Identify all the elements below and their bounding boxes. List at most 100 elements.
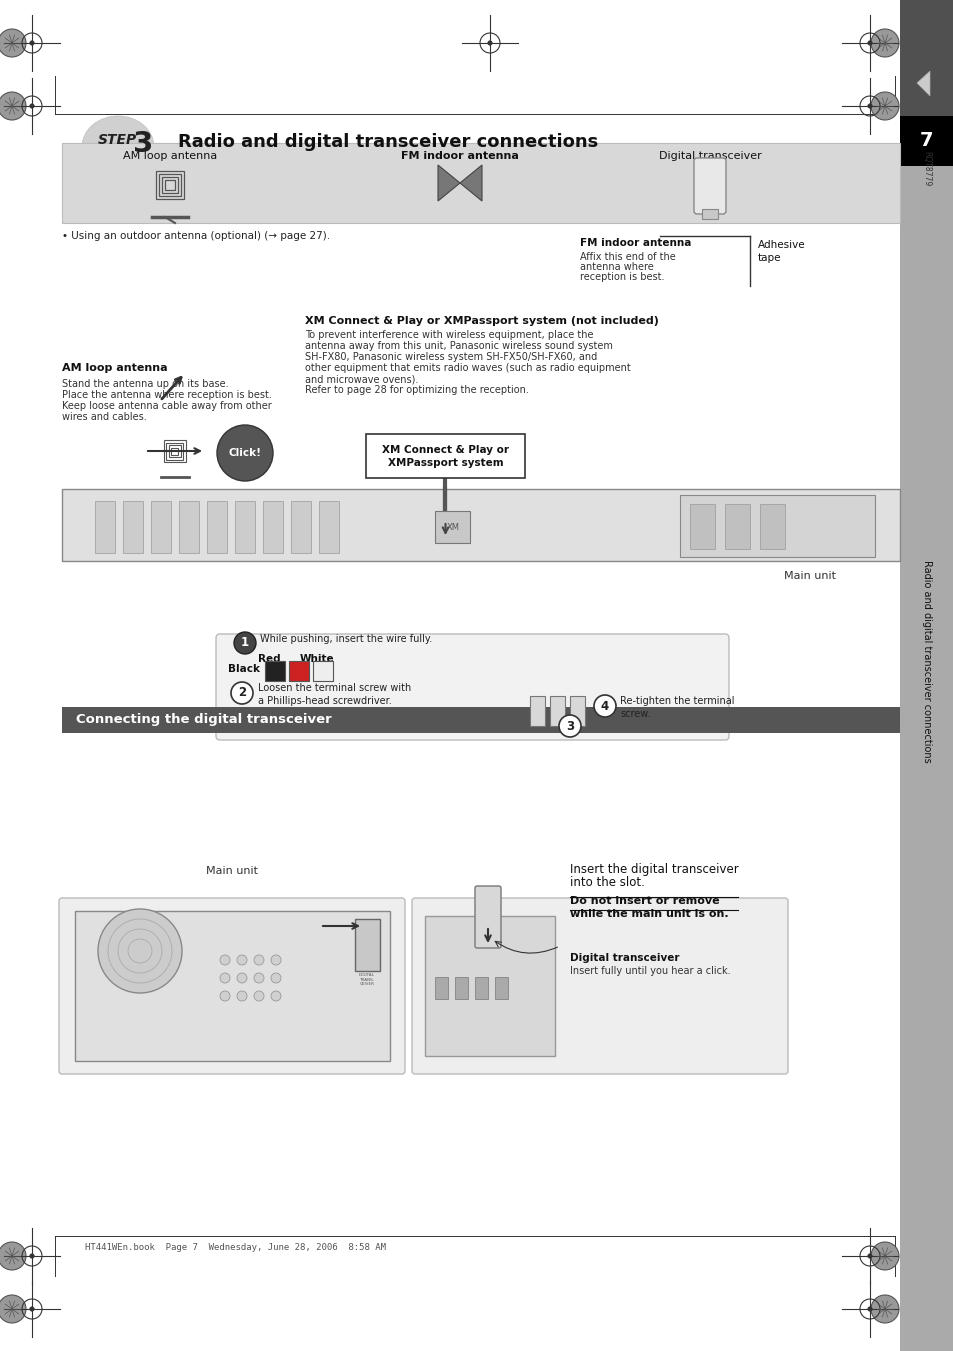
FancyBboxPatch shape [215, 634, 728, 740]
Text: into the slot.: into the slot. [569, 875, 644, 889]
Text: a Phillips-head screwdriver.: a Phillips-head screwdriver. [257, 696, 392, 707]
Text: XM Connect & Play or: XM Connect & Play or [381, 444, 509, 455]
Text: XM Connect & Play or XMPassport system (not included): XM Connect & Play or XMPassport system (… [305, 316, 659, 326]
FancyBboxPatch shape [366, 434, 524, 478]
Text: 1: 1 [241, 636, 249, 650]
Bar [164, 440, 186, 462]
Bar [151, 501, 171, 553]
Bar [207, 501, 227, 553]
Circle shape [253, 973, 264, 984]
Circle shape [236, 973, 247, 984]
Text: Click!: Click! [229, 449, 261, 458]
Circle shape [870, 1296, 898, 1323]
Bar [62, 707, 899, 734]
Text: STEP: STEP [98, 132, 137, 147]
Circle shape [30, 1306, 34, 1312]
Text: FM indoor antenna: FM indoor antenna [579, 238, 691, 249]
Circle shape [867, 104, 871, 108]
Circle shape [0, 1296, 26, 1323]
FancyBboxPatch shape [412, 898, 787, 1074]
Bar [899, 0, 953, 1351]
Text: Black: Black [228, 663, 260, 674]
Text: Red: Red [257, 654, 280, 663]
Text: 2: 2 [237, 686, 246, 700]
Circle shape [0, 92, 26, 120]
Text: antenna away from this unit, Panasonic wireless sound system: antenna away from this unit, Panasonic w… [305, 340, 612, 351]
Circle shape [30, 41, 34, 45]
Bar [291, 501, 311, 553]
Bar [234, 501, 254, 553]
Text: Keep loose antenna cable away from other: Keep loose antenna cable away from other [62, 401, 272, 411]
Text: Insert fully until you hear a click.: Insert fully until you hear a click. [569, 966, 730, 975]
Circle shape [870, 28, 898, 57]
Circle shape [236, 955, 247, 965]
Circle shape [870, 92, 898, 120]
Circle shape [0, 1242, 26, 1270]
Text: To prevent interference with wireless equipment, place the: To prevent interference with wireless eq… [305, 330, 593, 340]
FancyBboxPatch shape [59, 898, 405, 1074]
Bar [455, 977, 468, 998]
Circle shape [271, 992, 281, 1001]
Circle shape [231, 682, 253, 704]
Circle shape [870, 1242, 898, 1270]
FancyBboxPatch shape [475, 886, 500, 948]
Text: While pushing, insert the wire fully.: While pushing, insert the wire fully. [260, 634, 432, 644]
Bar [899, 0, 953, 131]
Text: Digital transceiver: Digital transceiver [569, 952, 679, 963]
Polygon shape [459, 165, 481, 201]
Text: Main unit: Main unit [206, 866, 257, 875]
Bar [123, 501, 143, 553]
Text: Do not insert or remove: Do not insert or remove [569, 896, 722, 907]
Text: 4: 4 [600, 700, 608, 712]
Circle shape [558, 715, 580, 738]
Bar [162, 177, 178, 193]
Text: while the main unit is on.: while the main unit is on. [569, 909, 728, 919]
Text: Digital transceiver: Digital transceiver [658, 151, 760, 161]
Text: HT441WEn.book  Page 7  Wednesday, June 28, 2006  8:58 AM: HT441WEn.book Page 7 Wednesday, June 28,… [85, 1243, 386, 1252]
Circle shape [30, 1254, 34, 1258]
Circle shape [594, 694, 616, 717]
Circle shape [867, 1306, 871, 1312]
Bar [159, 174, 181, 196]
Bar [172, 447, 178, 454]
Circle shape [233, 632, 255, 654]
Text: Radio and digital transceiver connections: Radio and digital transceiver connection… [178, 132, 598, 151]
Text: tape: tape [758, 253, 781, 263]
Text: Insert the digital transceiver: Insert the digital transceiver [569, 863, 738, 875]
Circle shape [220, 955, 230, 965]
Bar [495, 977, 507, 998]
Text: antenna where: antenna where [579, 262, 653, 272]
Text: Refer to page 28 for optimizing the reception.: Refer to page 28 for optimizing the rece… [305, 385, 528, 394]
Circle shape [271, 973, 281, 984]
Polygon shape [437, 165, 459, 201]
Bar [424, 916, 555, 1056]
Circle shape [220, 992, 230, 1001]
Text: Affix this end of the: Affix this end of the [579, 253, 675, 262]
Text: Radio and digital transceiver connections: Radio and digital transceiver connection… [921, 559, 931, 762]
Bar [569, 696, 584, 725]
Bar [899, 116, 953, 166]
Text: wires and cables.: wires and cables. [62, 412, 147, 422]
Text: 7: 7 [920, 131, 933, 150]
Bar [62, 143, 899, 223]
FancyBboxPatch shape [693, 158, 725, 213]
Circle shape [487, 41, 492, 45]
Bar [701, 209, 718, 219]
Bar [167, 443, 183, 459]
Bar [165, 180, 174, 190]
Circle shape [30, 104, 34, 108]
Bar [75, 911, 390, 1061]
Bar [156, 172, 184, 199]
Bar [435, 977, 448, 998]
Text: • Using an outdoor antenna (optional) (→ page 27).: • Using an outdoor antenna (optional) (→… [62, 231, 330, 240]
Circle shape [216, 426, 273, 481]
Bar [265, 661, 285, 681]
Circle shape [0, 28, 26, 57]
Text: White: White [299, 654, 335, 663]
Text: Loosen the terminal screw with: Loosen the terminal screw with [257, 684, 411, 693]
Text: FM indoor antenna: FM indoor antenna [400, 151, 518, 161]
Circle shape [253, 992, 264, 1001]
Circle shape [253, 955, 264, 965]
Text: XMPassport system: XMPassport system [387, 458, 503, 467]
Text: screw.: screw. [619, 709, 650, 719]
